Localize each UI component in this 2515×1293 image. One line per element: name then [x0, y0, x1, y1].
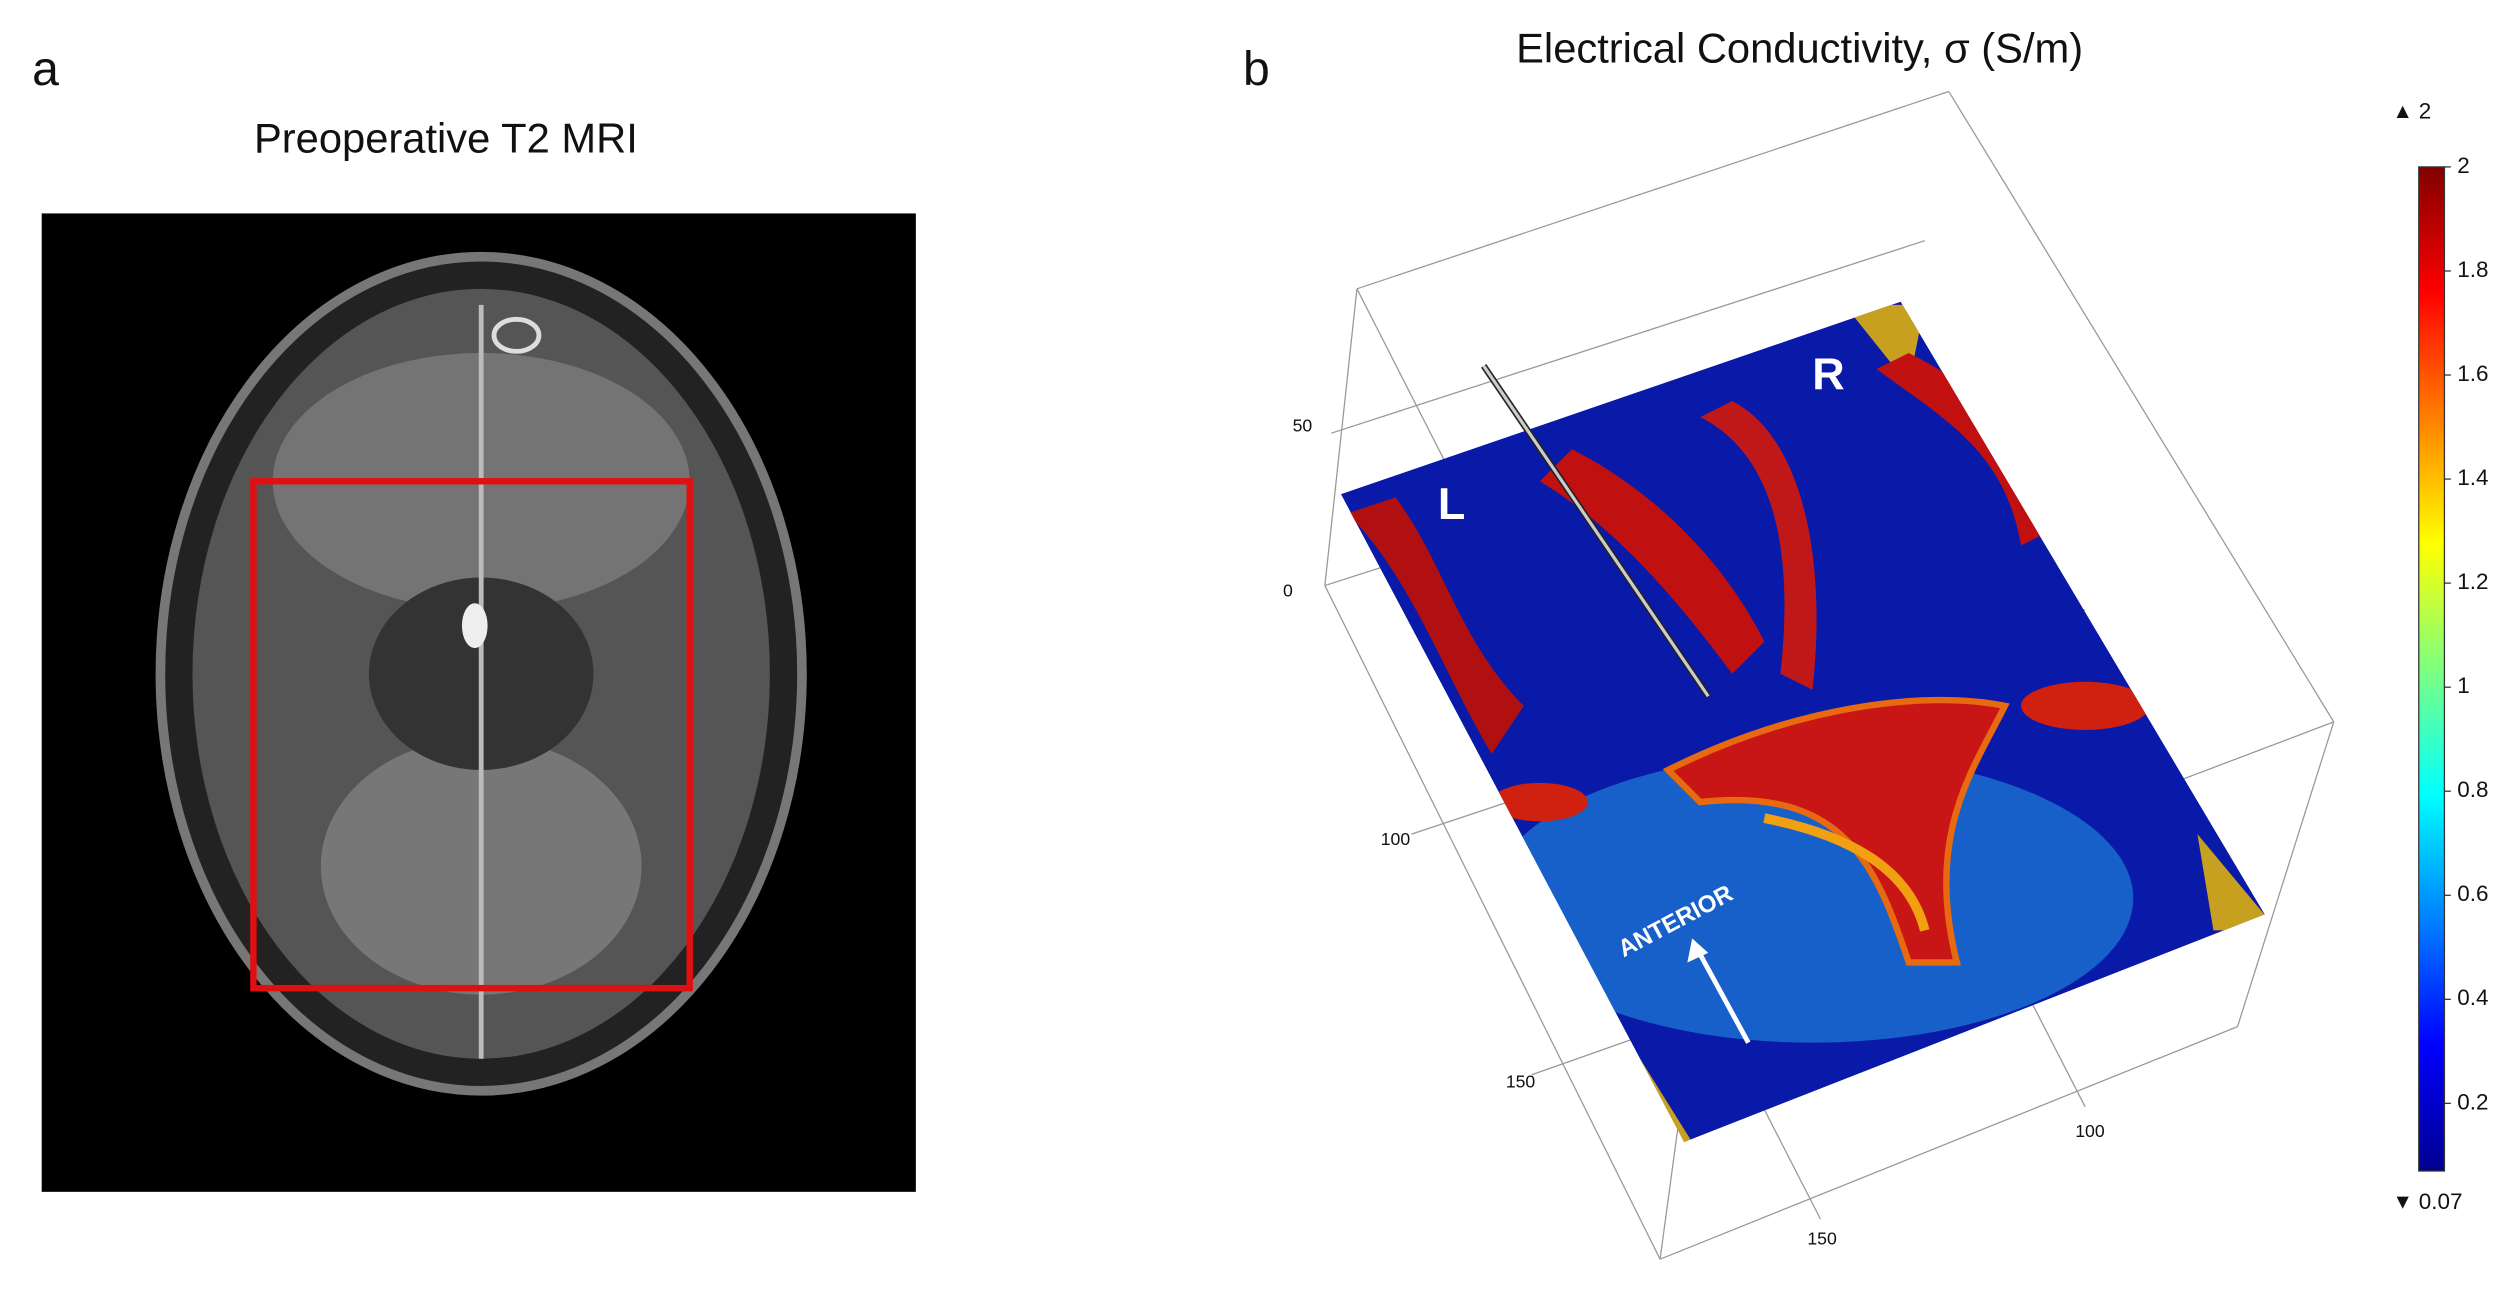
colorbar-tick-label: 1.6	[2457, 361, 2488, 386]
map-region	[1491, 782, 1588, 822]
arrow-head	[1687, 938, 1709, 963]
conductivity-map	[1340, 301, 2265, 1143]
box-edge	[1356, 90, 1950, 290]
panel-title: Preoperative T2 MRI	[254, 114, 638, 161]
grid-line	[1331, 240, 1925, 434]
brain-region	[461, 603, 488, 649]
colorbar-tick-label: 0.8	[2457, 777, 2488, 802]
axis-tick-label: 100	[1381, 829, 1411, 849]
map-region	[2020, 681, 2150, 730]
map-region	[1662, 696, 2010, 966]
colorbar-tick-label: 0.4	[2457, 985, 2488, 1010]
colorbar-tick-label: 0.6	[2457, 881, 2488, 906]
min-marker: ▼	[2392, 1191, 2413, 1214]
axis-tick-label: 150	[1807, 1229, 1837, 1249]
box-edge	[1948, 91, 2335, 723]
electrode	[1482, 364, 1710, 698]
mri-image	[41, 213, 916, 1192]
colorbar-min: 0.07	[2419, 1189, 2463, 1214]
box-edge	[1324, 585, 1661, 1260]
axis-tick-label: 150	[1506, 1071, 1536, 1091]
panel-label: a	[32, 42, 59, 96]
marker	[491, 316, 542, 354]
arrow-shaft	[1698, 953, 1751, 1044]
axis-tick-label: 0	[1283, 581, 1293, 601]
colorbar-tick-label: 1.2	[2457, 569, 2488, 594]
roi-box	[250, 478, 693, 992]
panel-title: Electrical Conductivity, σ (S/m)	[1516, 24, 2083, 71]
colorbar-tick-label: 1	[2457, 673, 2469, 698]
colorbar-tick-label: 1.4	[2457, 465, 2488, 490]
colorbar-tick-label: 2	[2457, 153, 2469, 178]
axis-tick-label: 50	[1293, 415, 1313, 435]
map-region	[1876, 352, 2054, 546]
colorbar-tick-label: 1.8	[2457, 257, 2488, 282]
map-region	[1763, 813, 1930, 932]
colorbar-max: 2	[2419, 98, 2431, 123]
map-region	[1700, 401, 1817, 690]
annotation: L	[1438, 478, 1465, 529]
colorbar-scale	[2418, 166, 2446, 1172]
annotation: R	[1812, 348, 1844, 399]
map-region	[1347, 497, 1524, 754]
map-corner	[2197, 834, 2265, 931]
axis-tick-label: 100	[2075, 1121, 2105, 1141]
max-marker: ▲	[2392, 100, 2413, 123]
box-edge	[1324, 288, 1358, 586]
map-region	[1539, 449, 1765, 674]
box-edge	[1659, 1026, 2238, 1260]
colorbar-tick-label: 0.2	[2457, 1089, 2488, 1114]
box-edge	[2236, 721, 2335, 1027]
panel-label: b	[1243, 42, 1270, 96]
colorbar: ▲ 2 ▼ 0.07	[2392, 98, 2462, 1214]
map-region	[1491, 753, 2134, 1043]
